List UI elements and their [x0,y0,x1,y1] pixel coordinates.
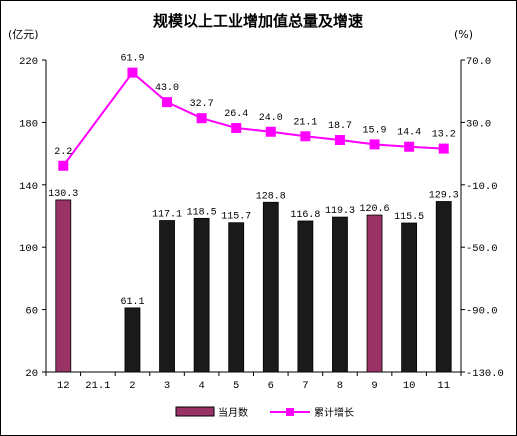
x-tick-label: 4 [198,380,204,392]
x-tick-label: 2 [129,380,135,392]
line-segment [305,135,341,142]
bar [297,220,314,373]
x-tick-label: 3 [164,380,170,392]
x-tick-label: 5 [233,380,239,392]
bar-data-label: 118.5 [187,207,217,218]
bar [124,307,141,373]
bar [159,220,175,373]
x-tick-label: 21.1 [85,380,110,392]
chart-title: 规模以上工业增加值总量及增速 [153,12,363,30]
line-point [58,160,69,171]
bar-data-label: 130.3 [48,189,78,200]
bar [401,222,418,373]
right-tick-label: -50.0 [466,243,498,255]
bar-data-label: 129.3 [429,190,459,201]
line-data-label: 15.9 [363,125,387,136]
line-point [300,131,311,142]
left-tick-label: 140 [19,181,38,193]
x-tick-label: 10 [403,380,416,392]
x-tick-label: 12 [57,380,70,392]
line-segment [236,127,271,133]
legend-marker-line [286,408,294,416]
line-data-label: 24.0 [259,113,283,124]
right-tick-label: -10.0 [466,181,498,193]
bar-data-label: 61.1 [120,297,144,308]
line-segment [409,145,444,150]
x-tick-label: 6 [268,380,274,392]
bar [366,214,383,373]
x-tick-label: 7 [302,380,308,392]
bar [228,222,245,373]
line-point [196,113,207,124]
line-point [231,123,242,134]
right-axis-unit: (%) [454,28,473,41]
bar-data-label: 115.7 [221,212,251,223]
bar-data-label: 117.1 [152,210,182,221]
left-tick-label: 180 [19,118,38,130]
line-data-label: 13.2 [432,130,456,141]
bar [435,201,452,373]
line-data-label: 14.4 [397,128,421,139]
line-data-label: 21.1 [293,117,317,128]
right-tick-label: -90.0 [466,306,498,318]
line-point [334,135,345,146]
left-tick-label: 60 [25,306,38,318]
legend-label-line: 累计增长 [314,406,354,419]
line-point [369,139,380,150]
left-tick-label: 100 [19,243,38,255]
bar-data-label: 115.5 [394,212,424,223]
line-data-label: 32.7 [190,99,214,110]
line-point [127,67,138,78]
line-segment [131,71,168,103]
legend: 当月数 累计增长 [175,406,354,419]
line-point [438,143,449,154]
bar-data-label: 119.3 [325,206,355,217]
line-data-label: 61.9 [120,54,144,65]
x-tick-label: 11 [437,380,450,392]
left-axis-unit: (亿元) [8,28,39,41]
line-segment [201,117,237,129]
legend-swatch-bars [175,406,215,417]
bar [332,216,348,373]
right-tick-label: 30.0 [466,118,491,130]
line-segment [62,72,134,167]
line-point [404,141,415,152]
bar [262,201,279,373]
x-tick-label: 9 [371,380,377,392]
bar-data-label: 120.6 [360,204,390,215]
right-tick-label: -130.0 [466,368,504,380]
bar-data-label: 128.8 [256,191,286,202]
x-tick-label: 8 [337,380,343,392]
line-data-label: 2.2 [54,147,72,158]
bar-data-label: 116.8 [290,210,320,221]
line-segment [166,101,203,120]
line-segment [374,143,410,148]
plot-area: 20 60 100 140 180 220 -130.0 -90.0 -50.0 -10.0 30.… [19,54,504,392]
line-data-label: 43.0 [155,83,179,94]
line-point [162,97,173,108]
left-tick-label: 220 [19,56,38,68]
line-data-label: 26.4 [224,109,248,120]
line-data-label: 18.7 [328,121,352,132]
line-segment [339,139,375,146]
bar [55,199,72,373]
line-point [265,126,276,137]
legend-label-bars: 当月数 [218,406,248,419]
line-segment [270,130,306,138]
right-tick-label: 70.0 [466,56,491,68]
left-tick-label: 20 [25,368,38,380]
bar [193,217,210,373]
